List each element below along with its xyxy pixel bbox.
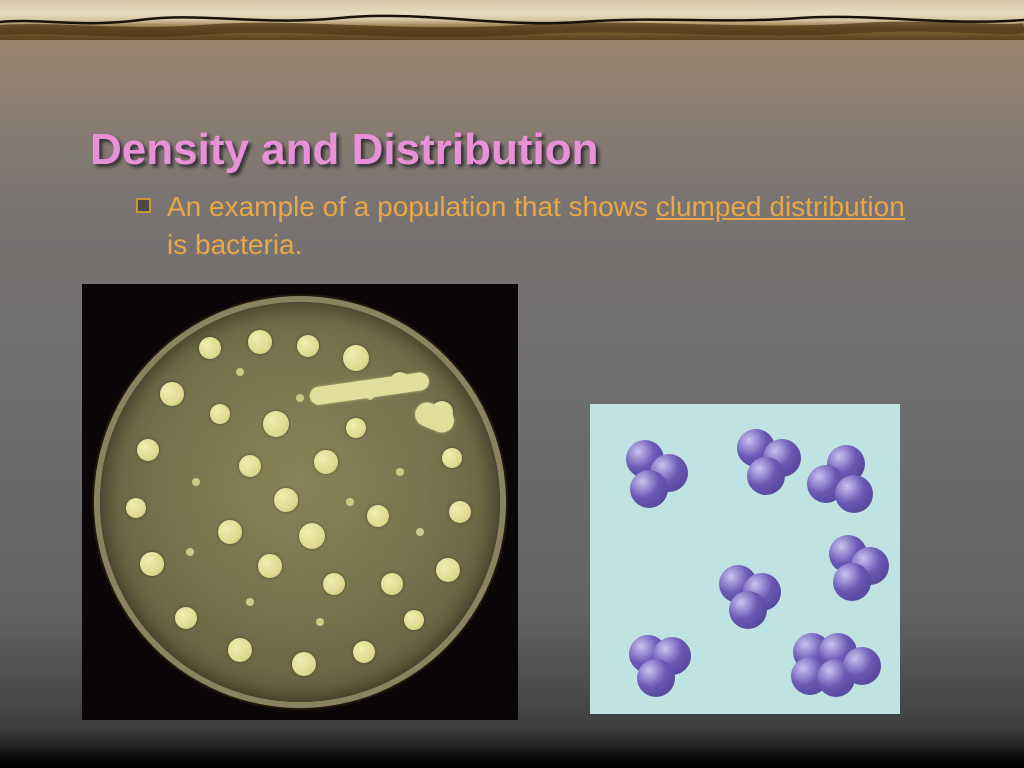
slide-title: Density and Distribution	[90, 125, 598, 175]
bullet-square-icon	[136, 198, 151, 213]
bacteria-colony	[160, 382, 184, 406]
bacteria-streak	[309, 371, 430, 406]
decorative-top-border	[0, 0, 1024, 40]
bacteria-colony	[228, 638, 252, 662]
bacteria-colony	[353, 641, 375, 663]
bacteria-colony	[175, 607, 197, 629]
bacteria-colony	[314, 450, 338, 474]
bacteria-colony	[126, 498, 146, 518]
bacteria-colony	[404, 610, 424, 630]
bacteria-colony-small	[346, 498, 354, 506]
bacteria-colony-small	[396, 468, 404, 476]
bacteria-colony	[297, 335, 319, 357]
bottom-shadow	[0, 728, 1024, 768]
petri-dish	[100, 302, 500, 702]
top-border-shadow-path	[0, 26, 1024, 32]
bacteria-colony	[274, 488, 298, 512]
bacteria-colony	[248, 330, 272, 354]
distribution-sphere	[843, 647, 881, 685]
bacteria-colony-small	[192, 478, 200, 486]
top-border-line-path	[0, 16, 1024, 23]
bacteria-colony	[346, 418, 366, 438]
distribution-sphere	[833, 563, 871, 601]
bacteria-colony	[449, 501, 471, 523]
petri-dish-photo	[82, 284, 518, 720]
bacteria-colony	[323, 573, 345, 595]
bacteria-colony-small	[246, 598, 254, 606]
distribution-sphere	[630, 470, 668, 508]
bacteria-colony-small	[236, 368, 244, 376]
bacteria-colony	[381, 573, 403, 595]
bacteria-colony	[442, 448, 462, 468]
bacteria-colony	[263, 411, 289, 437]
distribution-sphere	[835, 475, 873, 513]
bacteria-colony	[436, 558, 460, 582]
distribution-sphere	[747, 457, 785, 495]
bacteria-colony	[239, 455, 261, 477]
bacteria-colony-small	[416, 528, 424, 536]
top-border-svg	[0, 0, 1024, 40]
bacteria-colony	[292, 652, 316, 676]
bullet-text: An example of a population that shows cl…	[167, 188, 916, 264]
bacteria-colony	[140, 552, 164, 576]
distribution-sphere	[729, 591, 767, 629]
bacteria-colony	[218, 520, 242, 544]
bullet-item: An example of a population that shows cl…	[136, 188, 916, 264]
bacteria-colony	[299, 523, 325, 549]
bacteria-colony	[367, 505, 389, 527]
bacteria-colony	[343, 345, 369, 371]
bullet-underlined-text: clumped distribution	[656, 191, 905, 222]
bacteria-colony-small	[316, 618, 324, 626]
bacteria-colony	[137, 439, 159, 461]
bacteria-colony	[210, 404, 230, 424]
bacteria-colony	[199, 337, 221, 359]
bullet-post-text: is bacteria.	[167, 229, 302, 260]
bacteria-colony-small	[186, 548, 194, 556]
bacteria-colony	[258, 554, 282, 578]
bacteria-colony-small	[296, 394, 304, 402]
distribution-sphere	[637, 659, 675, 697]
clumped-distribution-diagram	[590, 404, 900, 714]
bullet-pre-text: An example of a population that shows	[167, 191, 656, 222]
